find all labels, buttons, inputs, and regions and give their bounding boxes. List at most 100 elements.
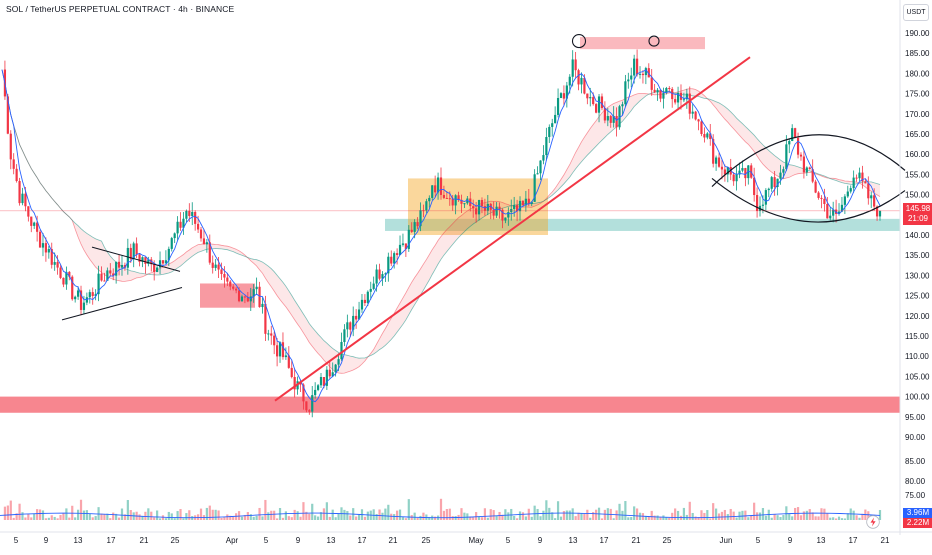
volume-bar [697,517,700,520]
candle-up [106,270,109,281]
volume-bar [276,518,279,520]
y-tick-label: 100.00 [905,393,930,402]
volume-bar [595,509,598,520]
candle-up [352,315,355,330]
candle-up [387,256,390,274]
x-tick-label: 21 [140,536,149,545]
candle-down [826,204,829,219]
candle-down [609,116,612,123]
volume-bar [486,517,489,520]
candle-up [676,92,680,103]
volume-bar [758,512,762,520]
candle-down [229,281,232,287]
volume-bar [308,513,311,520]
x-tick-label: 5 [264,536,269,545]
candle-down [703,134,706,138]
candle-up [393,253,396,264]
volume-bar [732,511,735,520]
candle-down [794,128,797,138]
volume-bar [674,508,677,520]
y-tick-label: 120.00 [905,312,930,321]
candle-up [571,59,574,77]
volume-bar [653,515,656,520]
candle-down [258,286,261,308]
volume-bar [407,499,410,520]
candle-down [50,249,53,265]
candle-up [726,167,729,175]
volume-bar [281,517,285,520]
volume-bar [319,512,323,520]
candle-down [129,247,132,260]
x-tick-label: 25 [171,536,180,545]
candle-up [331,372,334,377]
volume-bar [390,513,393,520]
volume-bar [659,516,662,520]
candle-down [434,185,437,193]
candle-up [65,271,68,285]
candle-up [346,322,349,330]
volume-bar [861,513,864,520]
candle-up [542,155,545,161]
candle-down [451,198,454,206]
candle-up [805,167,808,173]
volume-bar [445,509,448,520]
candle-up [665,88,668,93]
candle-up [761,204,765,206]
volume-bar [837,516,841,520]
candle-up [314,389,317,396]
candle-up [74,296,77,300]
volume-bar [662,515,665,520]
volume-bar [706,510,709,520]
volume-bar [115,513,118,520]
candle-up [691,111,694,114]
arc-lower [711,177,906,223]
volume-bar [147,508,150,520]
y-tick-label: 90.00 [905,433,926,442]
candle-up [633,58,636,76]
candle-down [79,290,83,310]
candle-up [115,261,118,276]
volume-bar [811,512,814,520]
chart-title: SOL / TetherUS PERPETUAL CONTRACT · 4h ·… [6,4,235,14]
candle-down [483,206,486,211]
candle-down [600,96,604,109]
volume-bar [764,515,767,520]
volume-bar [794,507,797,520]
volume-bar [65,508,68,520]
volume-bar [492,510,495,520]
volume-bar [94,516,97,520]
candle-down [697,119,700,122]
volume-bar [270,510,273,520]
volume-bar [179,509,182,520]
volume-bar [439,498,443,520]
candle-down [287,355,290,368]
volume-bar [366,511,369,520]
candle-up [419,210,422,227]
candle-down [112,273,115,276]
volume-bar [635,508,639,520]
volume-bar [258,507,261,520]
candle-up [53,262,56,265]
volume-bar [237,511,241,520]
candle-up [524,198,527,206]
volume-bar [647,516,650,520]
volume-bar [735,517,738,520]
candle-up [431,185,434,198]
volume-bar [378,509,381,520]
triangle-upper-line [91,246,181,272]
currency-button[interactable]: USDT [903,4,929,21]
candle-up [843,196,846,205]
candle-down [480,200,484,207]
volume-bar [53,516,56,520]
candle-up [120,264,124,268]
x-tick-label: 17 [358,536,367,545]
lightning-icon[interactable] [866,515,880,529]
candle-down [457,195,460,200]
volume-bar [199,508,203,520]
volume-bar [56,518,59,520]
volume-bar [6,505,9,520]
volume-bar [542,510,545,520]
volume-bar [15,513,18,520]
